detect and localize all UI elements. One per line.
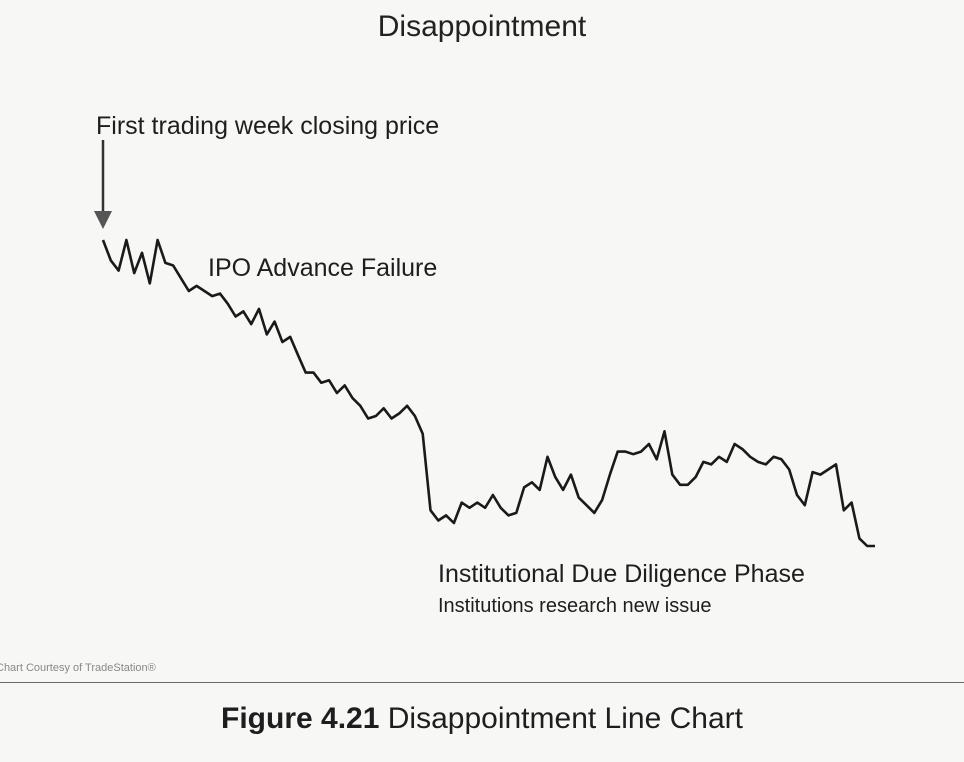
ipo-failure-annotation: IPO Advance Failure (208, 254, 438, 282)
first-week-annotation: First trading week closing price (96, 112, 440, 140)
figure-caption-text: Disappointment Line Chart (387, 702, 743, 735)
chart-title: Disappointment (377, 10, 587, 43)
chart-credit: Chart Courtesy of TradeStation® (0, 662, 156, 674)
due-diligence-annotation: Institutional Due Diligence Phase (438, 560, 805, 588)
price-series-line (101, 238, 875, 548)
arrow-head (94, 211, 112, 229)
arrow-down-icon (94, 140, 112, 229)
figure-caption: Figure 4.21 Disappointment Line Chart (0, 702, 964, 736)
figure-number: Figure 4.21 (221, 702, 380, 735)
research-annotation: Institutions research new issue (438, 595, 712, 617)
divider (0, 682, 964, 683)
